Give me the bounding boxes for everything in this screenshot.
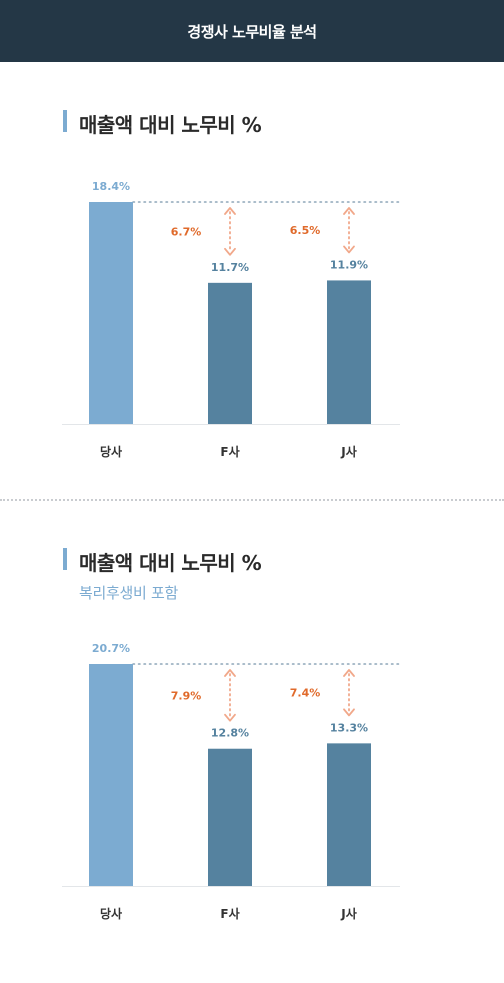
bar-value-label: 18.4%	[92, 180, 130, 193]
arrow-down-icon	[343, 708, 355, 717]
bar-competitor	[208, 282, 252, 424]
bar-value-label: 12.8%	[211, 727, 249, 740]
bar-value-label: 13.3%	[330, 721, 368, 734]
bar-own	[89, 664, 133, 886]
bar-value-label: 11.7%	[211, 261, 249, 274]
arrow-up-icon	[224, 669, 236, 677]
arrow-up-icon	[343, 207, 355, 215]
title-accent-bar	[63, 110, 67, 132]
arrow-up-icon	[224, 207, 236, 215]
page-header: 경쟁사 노무비율 분석	[0, 0, 504, 62]
arrow-down-icon	[343, 245, 355, 254]
chart-1: 18.4% 당사 11.7% F사 11.9% J사 6.7% 6.5%	[62, 180, 401, 459]
bar-competitor	[208, 748, 252, 886]
x-tick-label: 당사	[100, 906, 122, 921]
chart-2-title: 매출액 대비 노무비 %	[79, 551, 262, 575]
x-tick-label: J사	[340, 444, 357, 459]
arrow-down-icon	[224, 247, 236, 256]
bar-value-label: 20.7%	[92, 642, 130, 655]
arrow-down-icon	[224, 713, 236, 722]
page-title: 경쟁사 노무비율 분석	[187, 22, 317, 41]
gap-value-label: 6.5%	[290, 224, 321, 237]
gap-value-label: 7.9%	[171, 689, 202, 702]
chart-section-1: 매출액 대비 노무비 % 18.4% 당사 11.7% F사 11.9% J사 6.7% 6.…	[0, 62, 504, 499]
title-accent-bar	[63, 548, 67, 570]
gap-value-label: 7.4%	[290, 687, 321, 700]
bar-competitor	[327, 743, 371, 886]
chart-section-2: 매출액 대비 노무비 % 복리후생비 포함 20.7% 당사 12.8% F사 13.3…	[0, 500, 504, 983]
bar-competitor	[327, 280, 371, 424]
chart-2: 20.7% 당사 12.8% F사 13.3% J사 7.9% 7.4%	[62, 642, 401, 921]
bar-own	[89, 202, 133, 424]
x-tick-label: 당사	[100, 444, 122, 459]
chart-1-title: 매출액 대비 노무비 %	[79, 113, 262, 137]
section-divider	[0, 499, 504, 501]
x-tick-label: F사	[220, 444, 239, 459]
gap-value-label: 6.7%	[171, 225, 202, 238]
x-tick-label: J사	[340, 906, 357, 921]
x-tick-label: F사	[220, 906, 239, 921]
chart-2-subtitle: 복리후생비 포함	[79, 584, 178, 602]
bar-value-label: 11.9%	[330, 258, 368, 271]
arrow-up-icon	[343, 669, 355, 677]
